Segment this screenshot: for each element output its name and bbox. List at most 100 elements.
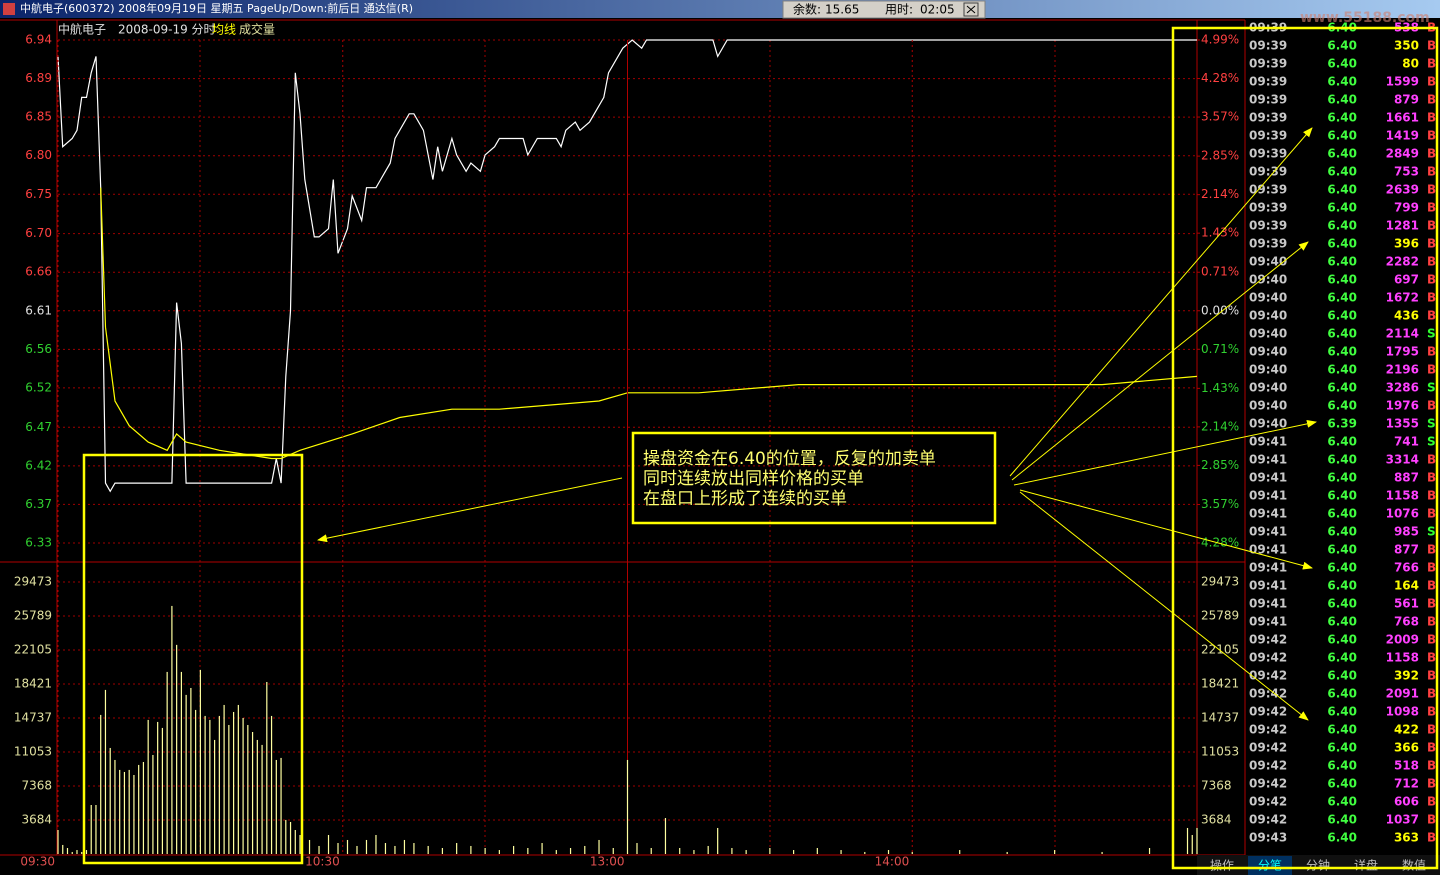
volume-bar <box>133 775 135 854</box>
trade-side: S <box>1427 525 1436 539</box>
volume-bar <box>147 719 149 854</box>
y2-tick-label: 29473 <box>1201 575 1239 589</box>
trade-volume: 3314 <box>1386 453 1419 467</box>
trade-side: B <box>1427 597 1436 611</box>
volume-bar <box>636 843 638 854</box>
trade-time: 09:41 <box>1249 597 1287 611</box>
trade-time: 09:39 <box>1249 147 1287 161</box>
watermark: www.55188.com <box>1300 10 1430 26</box>
volume-bar <box>285 819 287 854</box>
trade-volume: 1158 <box>1386 651 1419 665</box>
trade-price: 6.40 <box>1327 543 1357 557</box>
volume-bar <box>176 644 178 854</box>
trade-volume: 436 <box>1394 309 1419 323</box>
trade-side: B <box>1427 255 1436 269</box>
trade-price: 6.40 <box>1327 237 1357 251</box>
volume-bar <box>456 843 458 854</box>
trade-volume: 1795 <box>1386 345 1419 359</box>
y2-tick-label: 1.43% <box>1201 381 1239 395</box>
volume-bar <box>318 845 320 854</box>
volume-bar <box>569 848 572 854</box>
tab[interactable]: 数值 <box>1402 858 1426 873</box>
volume-bar <box>85 850 88 854</box>
y2-tick-label: 2.14% <box>1201 419 1239 433</box>
trade-time: 09:40 <box>1249 399 1287 413</box>
trade-price: 6.40 <box>1327 219 1357 233</box>
volume-bar <box>584 845 586 854</box>
trade-price: 6.40 <box>1327 381 1357 395</box>
trade-price: 6.40 <box>1327 831 1357 845</box>
trade-volume: 3286 <box>1386 381 1419 395</box>
trade-volume: 1355 <box>1386 417 1419 431</box>
x-tick-label: 14:00 <box>875 855 910 869</box>
volume-bar <box>180 671 182 854</box>
tab[interactable]: 详盘 <box>1354 858 1378 873</box>
trade-time: 09:39 <box>1249 183 1287 197</box>
trade-time: 09:40 <box>1249 291 1287 305</box>
trade-price: 6.40 <box>1327 363 1357 377</box>
trade-time: 09:42 <box>1249 759 1287 773</box>
trade-volume: 2196 <box>1386 363 1419 377</box>
trade-volume: 2282 <box>1386 255 1419 269</box>
trade-volume: 1661 <box>1386 111 1419 125</box>
trade-time: 09:41 <box>1249 435 1287 449</box>
trade-side: B <box>1427 759 1436 773</box>
tab[interactable]: 操作 <box>1210 858 1234 873</box>
trade-time: 09:42 <box>1249 633 1287 647</box>
trade-volume: 164 <box>1394 579 1419 593</box>
volume-bar <box>717 827 719 854</box>
y-tick-label: 6.61 <box>25 303 52 317</box>
tab[interactable]: 分钟 <box>1306 858 1330 873</box>
trade-volume: 2849 <box>1386 147 1419 161</box>
note-line: 操盘资金在6.40的位置，反复的加卖单 <box>643 449 936 469</box>
volume-bar <box>294 830 296 854</box>
time-label: 用时: <box>885 3 913 17</box>
y-tick-label: 6.94 <box>25 33 52 47</box>
trade-volume: 422 <box>1394 723 1419 737</box>
trade-side: B <box>1427 669 1436 683</box>
y-tick-label: 6.42 <box>25 458 52 472</box>
trade-volume: 1098 <box>1386 705 1419 719</box>
trade-time: 09:40 <box>1249 381 1287 395</box>
trade-side: B <box>1427 471 1436 485</box>
volume-bar <box>365 839 368 854</box>
y-tick-label: 6.75 <box>25 187 52 201</box>
trade-time: 09:39 <box>1249 165 1287 179</box>
status-box <box>782 0 986 19</box>
volume-bar <box>209 719 211 854</box>
volume-bar <box>911 851 913 854</box>
trade-time: 09:42 <box>1249 777 1287 791</box>
y-tick-label: 22105 <box>14 642 52 656</box>
trade-price: 6.40 <box>1327 777 1357 791</box>
trade-price: 6.40 <box>1327 633 1357 647</box>
volume-bar <box>185 694 187 854</box>
trade-side: B <box>1427 183 1436 197</box>
y2-tick-label: 2.14% <box>1201 187 1239 201</box>
volume-bar <box>731 848 733 854</box>
volume-bar <box>299 834 301 854</box>
trade-side: B <box>1427 75 1436 89</box>
balance-label: 余数: <box>793 2 821 17</box>
volume-bar <box>887 850 890 854</box>
trade-side: S <box>1427 417 1436 431</box>
y-tick-label: 6.85 <box>25 110 52 124</box>
volume-bar <box>394 845 396 854</box>
y2-tick-label: 18421 <box>1201 676 1239 690</box>
trade-time: 09:41 <box>1249 543 1287 557</box>
tab[interactable]: 分笔 <box>1258 858 1282 873</box>
volume-bar <box>1186 827 1189 854</box>
y-tick-label: 14737 <box>14 710 52 724</box>
trade-time: 09:39 <box>1249 201 1287 215</box>
y2-tick-label: 1.43% <box>1201 226 1239 240</box>
volume-bar <box>81 851 83 854</box>
trade-price: 6.40 <box>1327 255 1357 269</box>
y-tick-label: 25789 <box>14 608 52 622</box>
trade-time: 09:42 <box>1249 687 1287 701</box>
trade-time: 09:39 <box>1249 237 1287 251</box>
trade-side: B <box>1427 795 1436 809</box>
trade-time: 09:40 <box>1249 309 1287 323</box>
trade-volume: 712 <box>1394 777 1419 791</box>
arrow <box>1013 419 1317 486</box>
volume-bar <box>214 739 216 854</box>
